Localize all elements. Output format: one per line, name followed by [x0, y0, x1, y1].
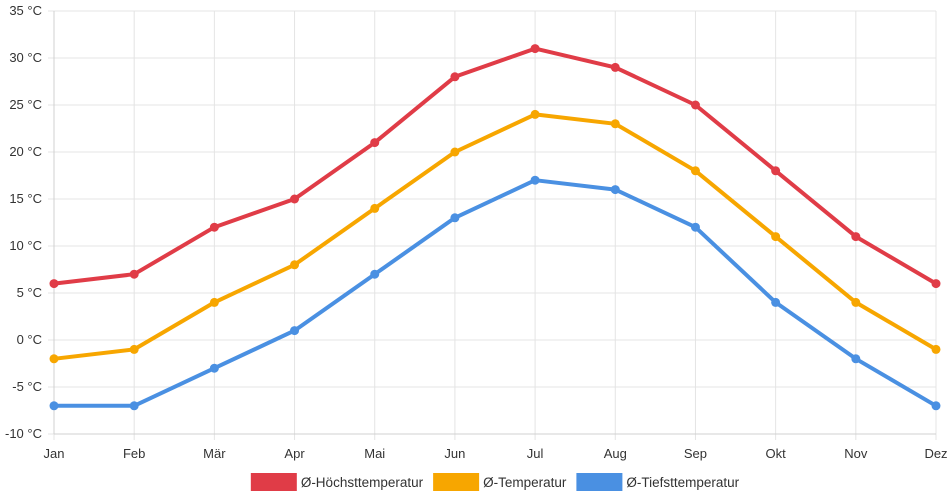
legend-item[interactable]: Ø-Tiefsttemperatur: [576, 473, 740, 491]
data-point: [771, 166, 781, 176]
legend-swatch: [576, 473, 623, 491]
data-point: [771, 297, 781, 307]
data-point: [771, 232, 781, 242]
y-tick-label: 25 °C: [9, 97, 42, 112]
data-point: [690, 100, 700, 110]
legend-item[interactable]: Ø-Höchsttemperatur: [250, 473, 424, 491]
x-tick-label: Apr: [284, 446, 305, 461]
data-point: [450, 147, 460, 157]
chart-grid: [48, 10, 937, 440]
y-tick-label: 30 °C: [9, 50, 42, 65]
legend-label: Ø-Temperatur: [483, 475, 567, 490]
chart-legend: Ø-Höchsttemperatur Ø-Temperatur Ø-Tiefstte…: [250, 473, 740, 491]
data-point: [209, 222, 219, 232]
x-tick-label: Jun: [444, 446, 465, 461]
series-line-1: [52, 112, 938, 361]
x-tick-label: Jan: [44, 446, 65, 461]
data-point: [530, 44, 540, 54]
data-point: [129, 344, 139, 354]
data-point: [450, 213, 460, 223]
x-tick-label: Sep: [684, 446, 707, 461]
x-tick-label: Feb: [123, 446, 145, 461]
x-axis: Jan Feb Mär Apr Mai Jun Jul Aug Sep Okt Nov Dez: [44, 446, 948, 461]
y-tick-label: 0 °C: [17, 332, 42, 347]
series-line-0: [52, 46, 938, 286]
series-points: [49, 44, 941, 411]
data-point: [690, 222, 700, 232]
data-point: [851, 232, 861, 242]
data-point: [49, 401, 59, 411]
data-point: [370, 138, 380, 148]
y-tick-label: 10 °C: [9, 238, 42, 253]
data-point: [610, 62, 620, 72]
data-point: [530, 175, 540, 185]
y-axis: -10 °C -5 °C 0 °C 5 °C 10 °C 15 °C 20 °C 25 °C 3…: [5, 3, 42, 441]
data-point: [610, 119, 620, 129]
data-point: [690, 166, 700, 176]
data-point: [931, 401, 941, 411]
data-point: [209, 363, 219, 373]
data-point: [290, 326, 300, 336]
y-tick-label: -5 °C: [12, 379, 42, 394]
series-lines: [52, 46, 938, 408]
x-tick-label: Okt: [766, 446, 787, 461]
legend-swatch: [250, 473, 297, 491]
x-tick-label: Dez: [924, 446, 947, 461]
data-point: [370, 269, 380, 279]
data-point: [49, 279, 59, 289]
data-point: [530, 109, 540, 119]
data-point: [851, 354, 861, 364]
data-point: [290, 260, 300, 270]
y-tick-label: -10 °C: [5, 426, 42, 441]
data-point: [209, 297, 219, 307]
y-tick-label: 15 °C: [9, 191, 42, 206]
data-point: [129, 401, 139, 411]
y-tick-label: 20 °C: [9, 144, 42, 159]
legend-item[interactable]: Ø-Temperatur: [433, 473, 567, 491]
x-tick-label: Nov: [844, 446, 868, 461]
data-point: [610, 185, 620, 195]
data-point: [49, 354, 59, 364]
legend-label: Ø-Höchsttemperatur: [301, 475, 424, 490]
x-tick-label: Jul: [527, 446, 544, 461]
data-point: [851, 297, 861, 307]
data-point: [931, 279, 941, 289]
legend-swatch: [433, 473, 480, 491]
data-point: [290, 194, 300, 204]
y-tick-label: 5 °C: [17, 285, 42, 300]
data-point: [370, 203, 380, 213]
data-point: [129, 269, 139, 279]
series-line-2: [52, 178, 938, 408]
x-tick-label: Mai: [364, 446, 385, 461]
legend-label: Ø-Tiefsttemperatur: [626, 475, 739, 490]
data-point: [931, 344, 941, 354]
x-tick-label: Aug: [604, 446, 627, 461]
data-point: [450, 72, 460, 82]
y-tick-label: 35 °C: [9, 3, 42, 18]
x-tick-label: Mär: [203, 446, 226, 461]
